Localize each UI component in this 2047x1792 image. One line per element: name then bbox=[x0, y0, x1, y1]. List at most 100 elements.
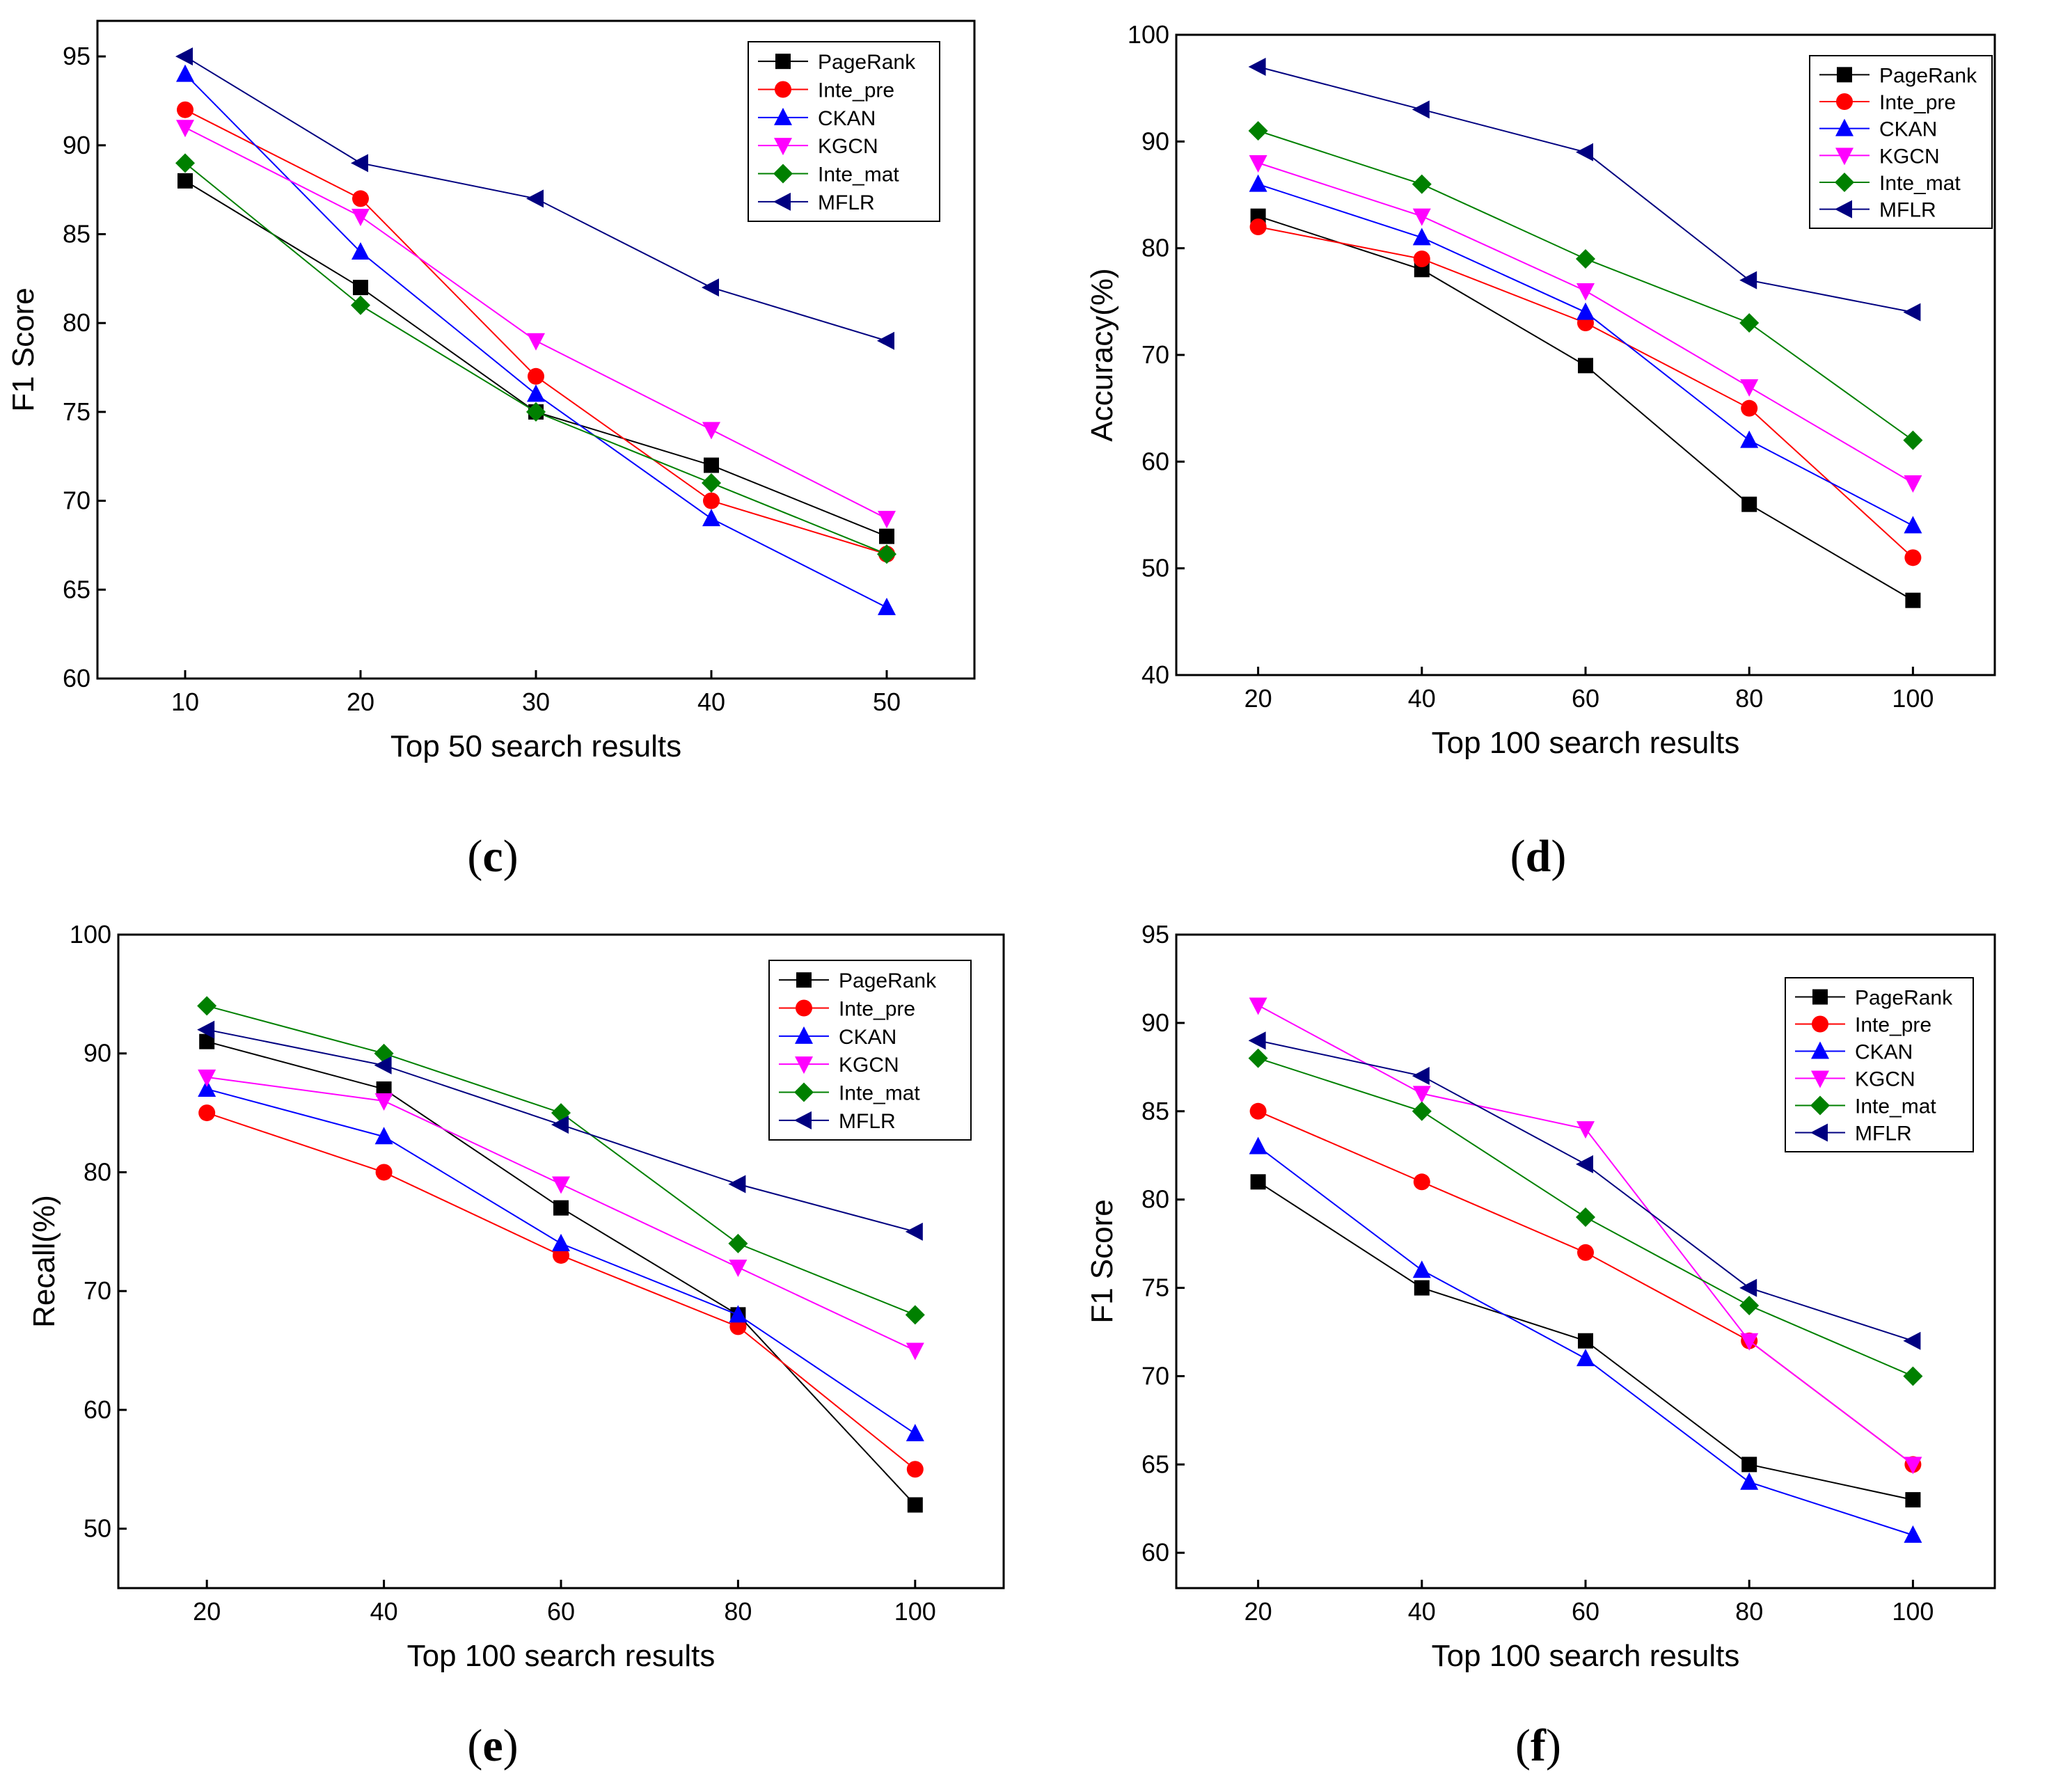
legend-label: Inte_mat bbox=[839, 1082, 920, 1105]
data-point bbox=[197, 996, 217, 1016]
series-line bbox=[1258, 183, 1913, 527]
legend-marker bbox=[1810, 1123, 1828, 1142]
data-point bbox=[702, 509, 720, 527]
y-tick-label: 100 bbox=[70, 920, 111, 949]
caption-letter: e bbox=[482, 1720, 503, 1771]
legend-marker bbox=[774, 138, 792, 156]
data-point bbox=[1903, 1331, 1921, 1350]
data-point bbox=[351, 154, 368, 173]
legend-box bbox=[768, 960, 972, 1141]
legend-marker bbox=[794, 1111, 812, 1129]
data-point bbox=[198, 1079, 216, 1097]
series-kgcn bbox=[1249, 155, 1922, 493]
legend-label: KGCN bbox=[1879, 145, 1940, 168]
chart-d: 40 50 60 70 80 90 100 20 40 60 80 100 Top 100 search… bbox=[1085, 20, 1996, 760]
data-point bbox=[526, 189, 544, 208]
data-point bbox=[1248, 121, 1268, 141]
legend-label: KGCN bbox=[839, 1054, 899, 1077]
data-point bbox=[1739, 271, 1757, 290]
y-tick-label: 40 bbox=[1141, 660, 1169, 689]
legend-item: CKAN bbox=[779, 1026, 896, 1049]
legend-label: Inte_mat bbox=[1855, 1095, 1936, 1118]
legend-item: PageRank bbox=[1819, 64, 1977, 87]
legend-label: PageRank bbox=[1879, 64, 1977, 87]
caption-paren-open: ( bbox=[1510, 831, 1526, 882]
legend-item: Inte_pre bbox=[779, 998, 915, 1021]
data-point bbox=[1414, 1280, 1430, 1296]
legend-label: Inte_pre bbox=[839, 998, 915, 1021]
legend-label: Inte_mat bbox=[818, 164, 899, 187]
legend: PageRank Inte_pre CKAN KGCN Inte_mat MFLR bbox=[1809, 55, 1993, 229]
series-inte-mat bbox=[175, 153, 896, 564]
y-tick-label: 85 bbox=[1141, 1097, 1169, 1125]
x-tick-label: 20 bbox=[1244, 684, 1272, 713]
legend-item: Inte_pre bbox=[1819, 91, 1956, 114]
data-point bbox=[877, 331, 894, 350]
legend-marker bbox=[773, 164, 793, 184]
series-ckan bbox=[198, 1079, 924, 1442]
caption-paren-close: ) bbox=[503, 1720, 519, 1771]
legend-label: Inte_pre bbox=[1879, 91, 1956, 114]
series-kgcn bbox=[198, 1069, 924, 1361]
data-point bbox=[1576, 1155, 1593, 1173]
x-tick-label: 40 bbox=[370, 1597, 398, 1626]
data-point bbox=[1740, 430, 1759, 448]
data-point bbox=[176, 120, 194, 138]
legend-item: Inte_mat bbox=[1795, 1095, 1936, 1118]
data-point bbox=[199, 1033, 215, 1049]
y-tick-label: 95 bbox=[1141, 920, 1169, 949]
y-tick-label: 70 bbox=[84, 1276, 111, 1305]
data-point bbox=[729, 1260, 748, 1278]
data-point bbox=[351, 295, 370, 315]
x-tick-label: 20 bbox=[347, 688, 374, 716]
data-point bbox=[704, 457, 719, 473]
legend-marker bbox=[774, 107, 792, 125]
data-point bbox=[374, 1093, 393, 1111]
y-tick-label: 50 bbox=[1141, 554, 1169, 582]
legend-marker bbox=[1835, 173, 1854, 192]
data-point bbox=[376, 1081, 392, 1097]
data-point bbox=[1249, 174, 1267, 192]
x-tick-label: 60 bbox=[1572, 1597, 1599, 1626]
legend-item: Inte_pre bbox=[758, 79, 894, 102]
legend-item: Inte_mat bbox=[1819, 172, 1961, 195]
series-mflr bbox=[197, 1020, 923, 1241]
y-tick-label: 80 bbox=[84, 1157, 111, 1186]
legend-item: PageRank bbox=[758, 51, 916, 74]
data-point bbox=[703, 492, 720, 509]
legend-box bbox=[1785, 977, 1974, 1152]
series-ckan bbox=[1249, 1136, 1922, 1543]
legend-item: CKAN bbox=[1819, 118, 1937, 141]
panel-caption: (c) bbox=[467, 831, 518, 882]
y-tick-label: 90 bbox=[1141, 127, 1169, 155]
data-point bbox=[177, 173, 193, 189]
data-point bbox=[1249, 997, 1267, 1015]
data-point bbox=[1740, 1333, 1759, 1351]
data-point bbox=[527, 333, 545, 351]
y-tick-label: 100 bbox=[1128, 20, 1169, 49]
data-point bbox=[1576, 1349, 1595, 1367]
data-point bbox=[1412, 1260, 1431, 1278]
x-tick-label: 20 bbox=[193, 1597, 221, 1626]
data-point bbox=[1903, 1366, 1923, 1386]
legend-marker bbox=[1836, 93, 1853, 110]
y-tick-label: 80 bbox=[63, 308, 90, 337]
y-tick-label: 80 bbox=[1141, 234, 1169, 262]
x-tick-label: 100 bbox=[1892, 1597, 1934, 1626]
y-tick-label: 50 bbox=[84, 1514, 111, 1543]
data-point bbox=[1412, 208, 1431, 226]
x-tick-label: 40 bbox=[1408, 1597, 1436, 1626]
chart-f: 60 65 70 75 80 85 90 95 20 40 60 80 100 Top 100 searc… bbox=[1085, 920, 1996, 1673]
legend-marker bbox=[1811, 1070, 1829, 1088]
data-point bbox=[1739, 1295, 1760, 1315]
data-point bbox=[905, 1305, 925, 1325]
data-point bbox=[878, 597, 896, 615]
legend-marker bbox=[1835, 200, 1852, 219]
data-point bbox=[1412, 1086, 1431, 1104]
y-tick-label: 75 bbox=[1141, 1274, 1169, 1302]
series-mflr bbox=[1248, 1031, 1921, 1350]
panel-caption: (f) bbox=[1515, 1720, 1561, 1771]
data-point bbox=[1904, 1457, 1922, 1475]
series-inte-mat bbox=[1248, 121, 1923, 450]
data-point bbox=[729, 1305, 748, 1323]
